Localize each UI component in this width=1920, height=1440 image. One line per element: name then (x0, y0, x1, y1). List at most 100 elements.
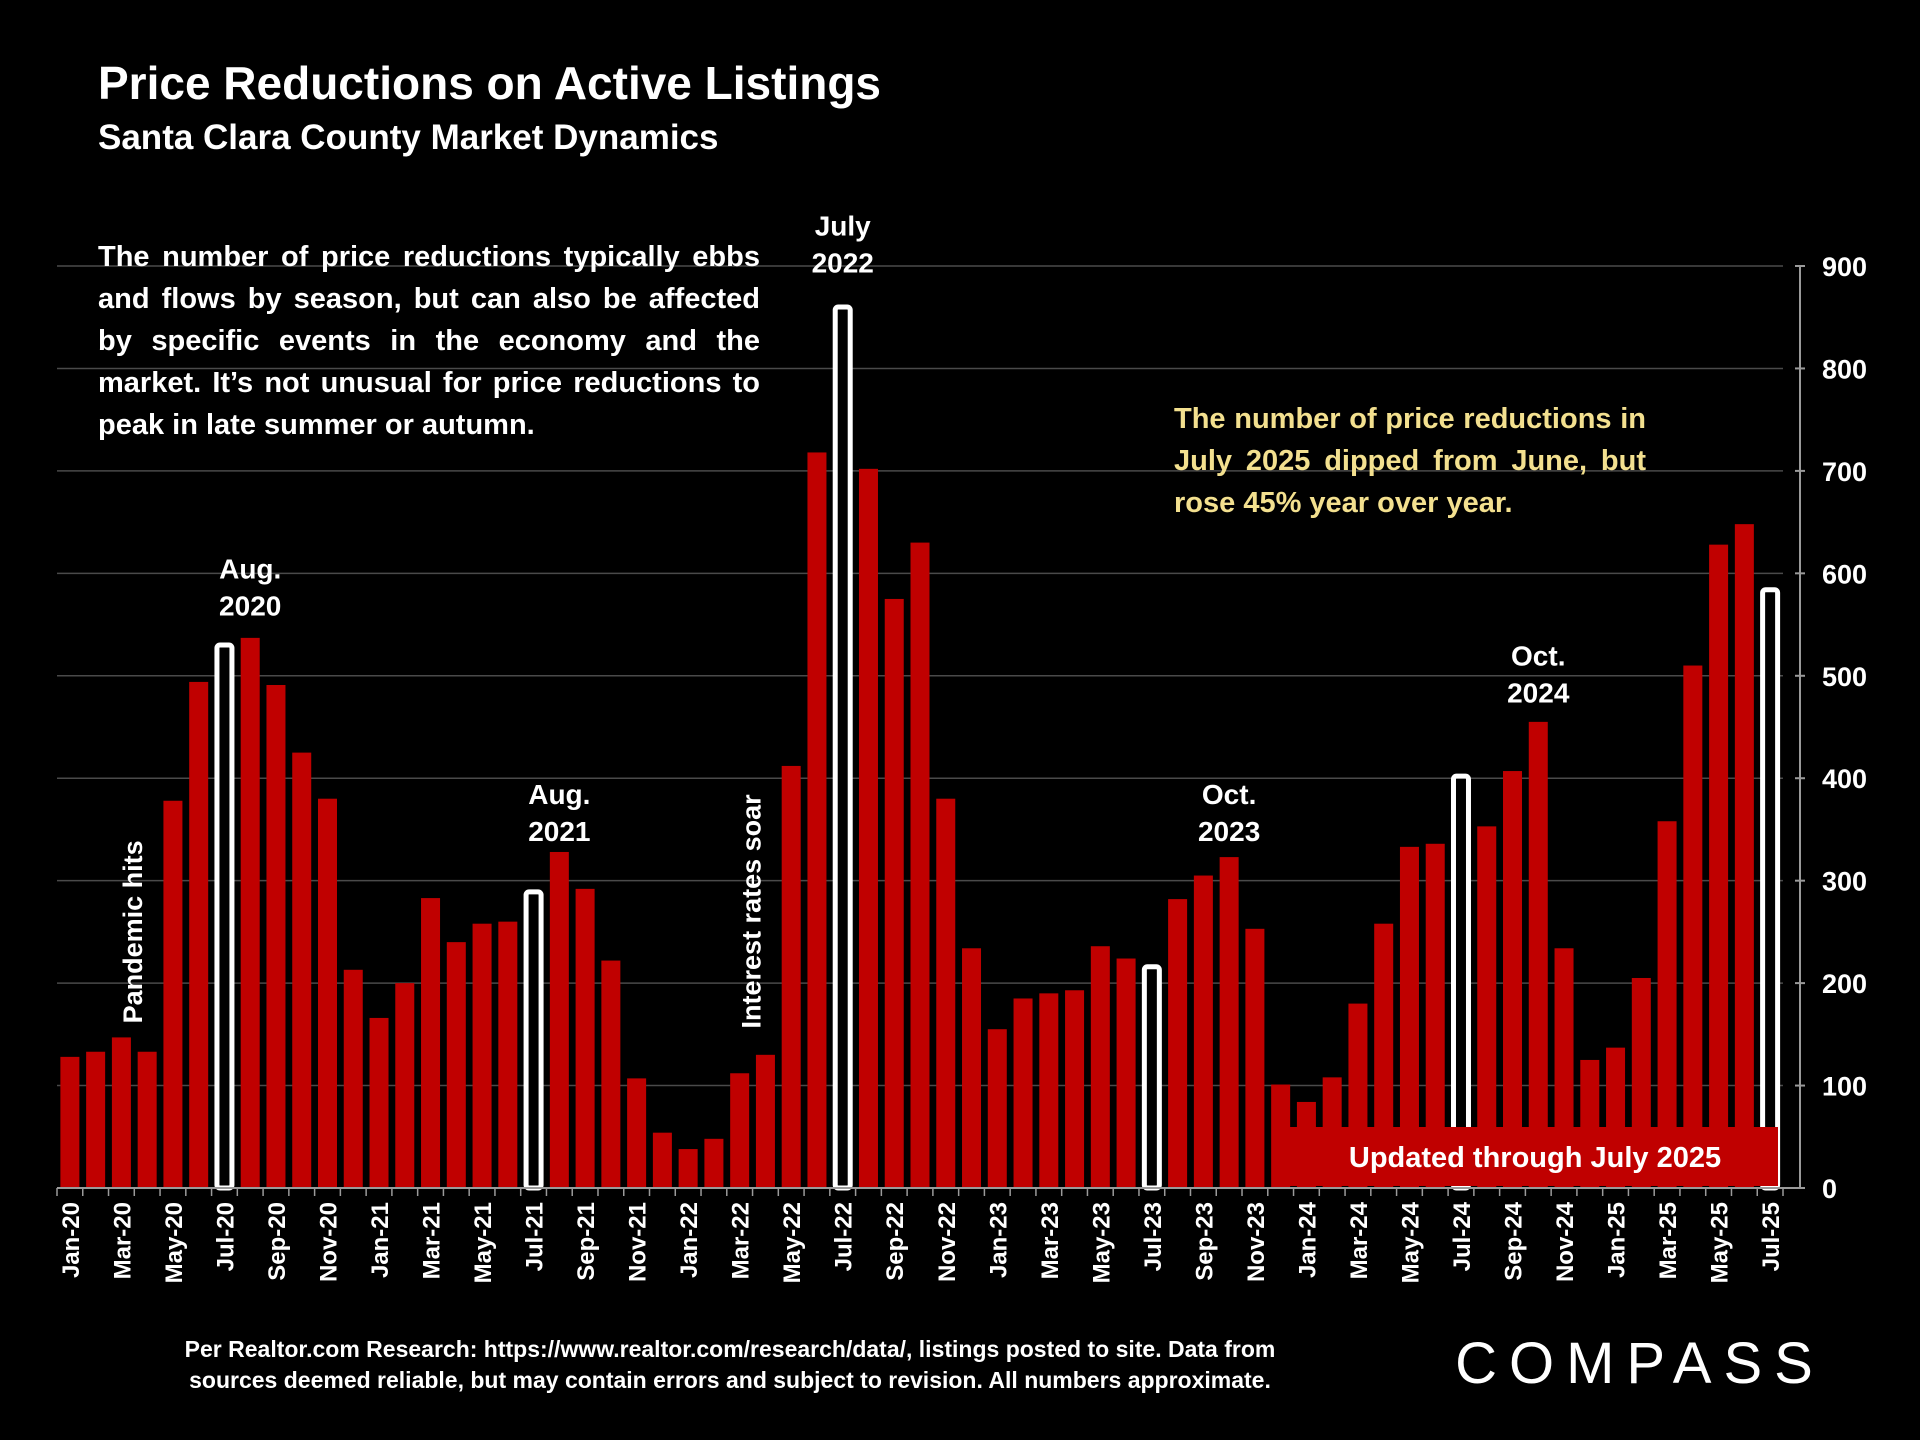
bar-Feb-22 (704, 1138, 724, 1188)
x-tick-label: May-20 (161, 1202, 188, 1283)
bar-Dec-22 (962, 948, 982, 1188)
x-tick-label: May-21 (470, 1202, 497, 1283)
y-tick-label: 900 (1822, 252, 1867, 282)
bar-Apr-20 (137, 1051, 157, 1188)
intro-text: The number of price reductions typically… (98, 241, 760, 441)
bar-Sep-20 (266, 684, 286, 1188)
annotation-label: Aug. (528, 779, 590, 810)
bar-Mar-20 (111, 1037, 131, 1188)
bar-May-25 (1709, 544, 1729, 1188)
bar-highlight-Jul-24 (1450, 773, 1471, 1191)
bar-Aug-22 (858, 468, 878, 1189)
bar-Mar-22 (730, 1073, 750, 1188)
bars (60, 304, 1781, 1191)
bar-Mar-21 (421, 898, 441, 1188)
updated-banner: Updated through July 2025 (1282, 1127, 1778, 1186)
x-tick-labels: Jan-20 Mar-20 May-20 Jul-20 Sep-20 Nov-20 Jan-… (58, 1201, 1785, 1283)
bar-May-21 (472, 923, 492, 1188)
bar-Aug-24 (1477, 826, 1497, 1188)
bar-Jun-25 (1734, 524, 1754, 1188)
bar-Apr-24 (1374, 923, 1394, 1188)
bar-highlight-Jul-21 (523, 889, 544, 1191)
x-tick-label: Jan-25 (1604, 1202, 1631, 1278)
x-tick-label: Sep-24 (1501, 1201, 1528, 1280)
x-tick-label: Mar-23 (1037, 1202, 1064, 1279)
bar-Jan-23 (987, 1029, 1007, 1188)
x-tick-label: Jul-20 (212, 1202, 239, 1271)
event-label: Pandemic hits (118, 840, 148, 1023)
x-tick-label: Nov-22 (934, 1202, 961, 1282)
annotation-label: 2023 (1198, 816, 1260, 847)
bar-Sep-22 (884, 598, 904, 1188)
x-tick-label: Nov-21 (625, 1202, 652, 1282)
compass-logo: COMPASS (1455, 1331, 1825, 1392)
x-tick-label: May-23 (1088, 1202, 1115, 1283)
bar-highlight-Jul-22 (832, 304, 853, 1191)
x-tick-label: Jul-23 (1140, 1202, 1167, 1271)
x-tick-label: Mar-21 (419, 1202, 446, 1279)
bar-Aug-20 (240, 637, 260, 1188)
bar-Feb-20 (86, 1051, 106, 1188)
x-tick-label: Jan-20 (58, 1202, 85, 1278)
x-tick-label: May-24 (1397, 1201, 1424, 1283)
y-tick-label: 600 (1822, 559, 1867, 589)
bar-Dec-21 (652, 1132, 672, 1188)
highlight-note: The number of price reductions in July 2… (1174, 403, 1646, 519)
annotation-label: Aug. (219, 553, 281, 584)
bar-highlight-Jul-23 (1141, 964, 1162, 1191)
y-tick-label: 700 (1822, 457, 1867, 487)
bar-Sep-24 (1503, 771, 1523, 1188)
bar-May-24 (1399, 846, 1419, 1188)
x-tick-label: Nov-23 (1243, 1202, 1270, 1282)
bar-Jun-21 (498, 921, 518, 1188)
bar-Oct-22 (910, 542, 930, 1188)
y-tick-label: 0 (1822, 1174, 1837, 1204)
x-tick-label: Jul-21 (522, 1202, 549, 1271)
bar-Apr-23 (1065, 990, 1085, 1188)
x-tick-label: Sep-23 (1191, 1202, 1218, 1281)
x-tick-label: Sep-20 (264, 1202, 291, 1281)
bar-highlight-Jul-25 (1760, 587, 1781, 1191)
x-tick-label: Jan-23 (985, 1202, 1012, 1278)
y-tick-labels: 0 100 200 300 400 500 600 700 800 900 (1822, 252, 1867, 1204)
bar-May-20 (163, 800, 183, 1188)
x-tick-label: May-22 (779, 1202, 806, 1283)
x-tick-label: Mar-25 (1655, 1202, 1682, 1279)
x-tick-label: May-25 (1707, 1202, 1734, 1283)
bar-Nov-20 (317, 798, 337, 1188)
x-tick-label: Jul-22 (831, 1202, 858, 1271)
bar-May-22 (781, 765, 801, 1188)
bar-Sep-23 (1193, 875, 1213, 1188)
x-tick-label: Sep-21 (573, 1202, 600, 1281)
page-subtitle: Santa Clara County Market Dynamics (98, 118, 719, 157)
x-tick-label: Sep-22 (882, 1202, 909, 1281)
y-tick-label: 400 (1822, 764, 1867, 794)
bar-Mar-25 (1657, 821, 1677, 1188)
bar-Apr-25 (1683, 665, 1703, 1188)
updated-banner-bg (1282, 1127, 1778, 1186)
x-tick-label: Jul-25 (1758, 1202, 1785, 1271)
x-tick-label: Nov-20 (315, 1202, 342, 1282)
annotation-label: 2020 (219, 590, 281, 621)
bar-Oct-20 (292, 752, 312, 1188)
bar-highlight-Jul-20 (214, 642, 235, 1191)
bar-Jan-20 (60, 1056, 80, 1188)
bar-Feb-23 (1013, 998, 1033, 1188)
bar-Jun-23 (1116, 958, 1136, 1188)
annotation-label: 2022 (812, 247, 874, 278)
bar-Oct-24 (1528, 721, 1548, 1188)
bar-Jun-22 (807, 452, 827, 1189)
bar-Apr-22 (755, 1054, 775, 1188)
annotation-label: Oct. (1202, 779, 1256, 810)
bar-Oct-21 (601, 960, 621, 1188)
bar-Oct-23 (1219, 857, 1239, 1188)
x-tick-label: Jan-22 (676, 1202, 703, 1278)
annotations: Aug. 2020 Aug. 2021 July 2022 Oct. 2023 Oct. 2024… (118, 210, 1570, 1028)
event-label: Interest rates soar (736, 794, 766, 1029)
source-note: Per Realtor.com Research: https://www.re… (184, 1336, 1276, 1393)
bar-Nov-23 (1245, 928, 1265, 1188)
bar-Aug-23 (1168, 899, 1188, 1188)
bar-Sep-21 (575, 888, 595, 1188)
compass-logo-text: COMPASS (1455, 1331, 1825, 1392)
